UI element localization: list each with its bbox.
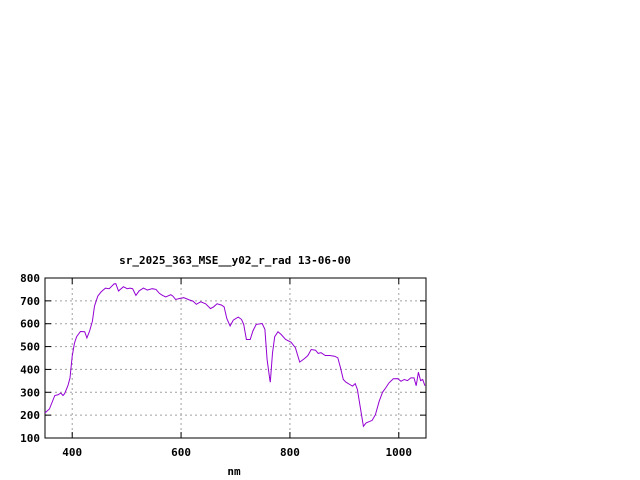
axis-ticks: 400 600 800 1000 100 200 300 400 500 600 700 800 xyxy=(20,272,426,459)
x-tick-label: 400 xyxy=(62,446,82,459)
y-tick-label: 500 xyxy=(20,341,40,354)
x-tick-label: 1000 xyxy=(386,446,413,459)
grid xyxy=(45,278,426,438)
y-tick-label: 300 xyxy=(20,386,40,399)
y-tick-label: 700 xyxy=(20,295,40,308)
series-line xyxy=(44,283,426,428)
x-axis-label: nm xyxy=(227,465,241,478)
y-tick-label: 800 xyxy=(20,272,40,285)
y-tick-label: 200 xyxy=(20,409,40,422)
y-tick-label: 600 xyxy=(20,318,40,331)
x-tick-label: 800 xyxy=(280,446,300,459)
plot-frame xyxy=(44,277,427,439)
y-tick-label: 400 xyxy=(20,363,40,376)
chart-title: sr_2025_363_MSE__y02_r_rad 13-06-00 xyxy=(119,254,351,267)
x-tick-label: 600 xyxy=(171,446,191,459)
y-tick-label: 100 xyxy=(20,432,40,445)
